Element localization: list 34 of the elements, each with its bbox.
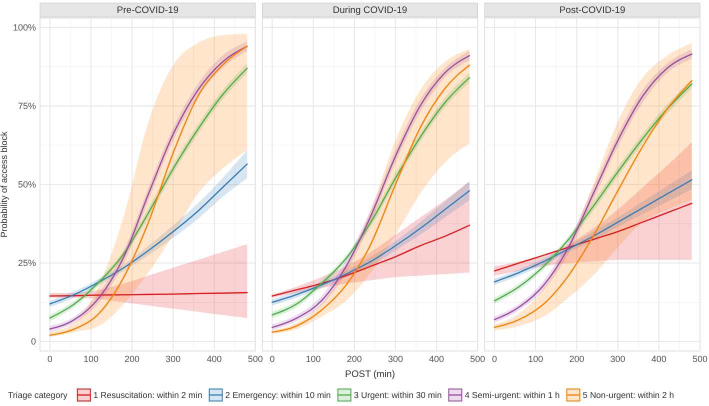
x-tick-label: 200 bbox=[124, 354, 140, 364]
chart-title: Post-COVID-19 bbox=[559, 5, 626, 16]
x-tick-label: 300 bbox=[166, 354, 181, 364]
y-tick-label: 0 bbox=[30, 336, 36, 347]
legend-label: 2 Emergency: within 10 min bbox=[225, 390, 332, 400]
x-tick-label: 500 bbox=[692, 354, 708, 364]
y-axis-title: Probability of access block bbox=[0, 130, 9, 238]
x-tick-label: 400 bbox=[429, 354, 444, 364]
x-tick-label: 400 bbox=[651, 354, 666, 364]
x-tick-label: 400 bbox=[206, 354, 222, 364]
chart-title: Pre-COVID-19 bbox=[116, 5, 179, 16]
x-tick-label: 100 bbox=[306, 354, 321, 364]
x-tick-label: 200 bbox=[346, 354, 362, 364]
x-tick-label: 0 bbox=[492, 354, 498, 364]
x-tick-label: 500 bbox=[470, 354, 486, 364]
x-tick-label: 100 bbox=[528, 354, 544, 364]
y-tick-label: 25% bbox=[18, 258, 36, 268]
x-tick-label: 300 bbox=[388, 354, 403, 364]
x-axis-title: POST (min) bbox=[345, 369, 395, 380]
x-tick-label: 0 bbox=[270, 354, 275, 364]
x-tick-label: 200 bbox=[569, 354, 584, 364]
legend-label: 1 Resuscitation: within 2 min bbox=[93, 390, 203, 400]
y-tick-label: 50% bbox=[18, 180, 36, 190]
legend-label: 3 Urgent: within 30 min bbox=[354, 390, 442, 400]
legend-title: Triage category bbox=[8, 390, 68, 400]
x-tick-label: 500 bbox=[248, 354, 263, 364]
y-tick-label: 100% bbox=[12, 22, 36, 32]
x-tick-label: 300 bbox=[610, 354, 626, 364]
y-tick-label: 75% bbox=[18, 100, 36, 111]
x-tick-label: 0 bbox=[47, 354, 52, 364]
chart-title: During COVID-19 bbox=[332, 5, 408, 16]
legend-label: 4 Semi-urgent: within 1 h bbox=[464, 390, 560, 400]
x-tick-label: 100 bbox=[83, 354, 98, 364]
legend-label: 5 Non-urgent: within 2 h bbox=[582, 390, 674, 400]
